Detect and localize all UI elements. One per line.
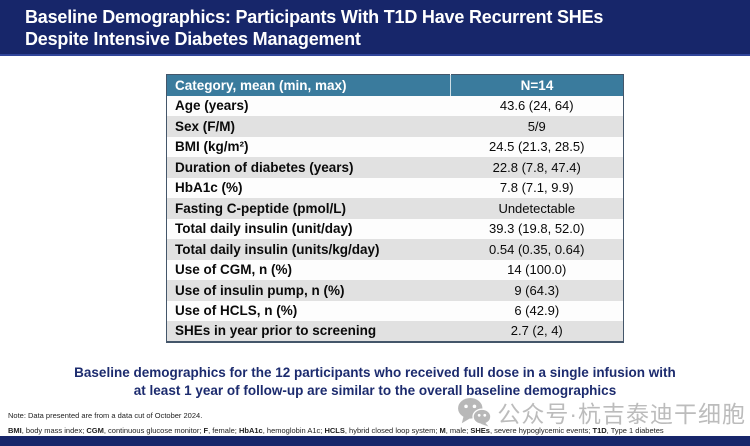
slide-title-line-1: Baseline Demographics: Participants With…	[25, 7, 604, 27]
title-bar: Baseline Demographics: Participants With…	[0, 0, 750, 56]
table-row: Fasting C-peptide (pmol/L) Undetectable	[166, 198, 624, 219]
demographics-table: Category, mean (min, max) N=14 Age (year…	[166, 74, 624, 343]
table-row: Total daily insulin (units/kg/day) 0.54 (…	[166, 239, 624, 260]
value-cell: Undetectable	[498, 200, 576, 216]
value-cell: 9 (64.3)	[514, 282, 560, 298]
watermark-text: 公众号·杭吉泰迪干细胞	[497, 401, 746, 427]
table-row: Use of insulin pump, n (%) 9 (64.3)	[166, 280, 624, 301]
table-row: Duration of diabetes (years) 22.8 (7.8, 4…	[166, 157, 624, 178]
table-header-row: Category, mean (min, max) N=14	[166, 74, 624, 96]
value-cell: 24.5 (21.3, 28.5)	[489, 139, 585, 155]
value-cell: 14 (100.0)	[507, 262, 567, 278]
table-row: Use of HCLS, n (%) 6 (42.9)	[166, 300, 624, 321]
table-row: SHEs in year prior to screening 2.7 (2, 4…	[166, 321, 624, 342]
value-cell: 0.54 (0.35, 0.64)	[489, 241, 585, 257]
category-cell: Age (years)	[175, 98, 249, 114]
value-cell: 5/9	[527, 118, 546, 134]
category-cell: Fasting C-peptide (pmol/L)	[175, 200, 346, 216]
table-row: Total daily insulin (unit/day) 39.3 (19.8…	[166, 218, 624, 239]
value-cell: 7.8 (7.1, 9.9)	[499, 180, 574, 196]
value-cell: 39.3 (19.8, 52.0)	[489, 221, 585, 237]
summary-statement: Baseline demographics for the 12 partici…	[0, 364, 750, 400]
table-row: Sex (F/M) 5/9	[166, 116, 624, 137]
bottom-bar	[0, 436, 750, 446]
category-cell: Total daily insulin (units/kg/day)	[175, 241, 380, 257]
table-body: Age (years) 43.6 (24, 64) Sex (F/M) 5/9 BMI …	[166, 95, 624, 342]
footnote: Note: Data presented are from a data cut…	[8, 411, 748, 435]
category-cell: Use of insulin pump, n (%)	[175, 282, 345, 298]
category-cell: HbA1c (%)	[175, 180, 243, 196]
category-cell: Total daily insulin (unit/day)	[175, 221, 353, 237]
watermark: 公众号·杭吉泰迪干细胞	[457, 395, 746, 429]
value-cell: 43.6 (24, 64)	[499, 98, 574, 114]
value-cell: 22.8 (7.8, 47.4)	[492, 159, 581, 175]
table-row: Age (years) 43.6 (24, 64)	[166, 95, 624, 116]
table-row: Use of CGM, n (%) 14 (100.0)	[166, 259, 624, 280]
table-row: BMI (kg/m²) 24.5 (21.3, 28.5)	[166, 136, 624, 157]
table-header-n: N=14	[450, 74, 624, 96]
footnote-abbreviations: BMI, body mass index; CGM, continuous gl…	[8, 426, 664, 435]
slide-title-line-2: Despite Intensive Diabetes Management	[25, 28, 361, 49]
value-cell: 2.7 (2, 4)	[510, 323, 563, 339]
category-cell: Sex (F/M)	[175, 118, 236, 134]
category-cell: Duration of diabetes (years)	[175, 159, 354, 175]
category-cell: Use of HCLS, n (%)	[175, 303, 298, 319]
summary-statement-line-1: Baseline demographics for the 12 partici…	[74, 365, 676, 380]
category-cell: Use of CGM, n (%)	[175, 262, 292, 278]
table-header-category: Category, mean (min, max)	[166, 74, 451, 96]
footnote-note: Note: Data presented are from a data cut…	[8, 411, 203, 420]
category-cell: SHEs in year prior to screening	[175, 323, 377, 339]
category-cell: BMI (kg/m²)	[175, 139, 249, 155]
summary-statement-line-2: at least 1 year of follow-up are similar…	[133, 383, 617, 398]
value-cell: 6 (42.9)	[514, 303, 560, 319]
table-row: HbA1c (%) 7.8 (7.1, 9.9)	[166, 177, 624, 198]
wechat-icon	[457, 397, 492, 427]
